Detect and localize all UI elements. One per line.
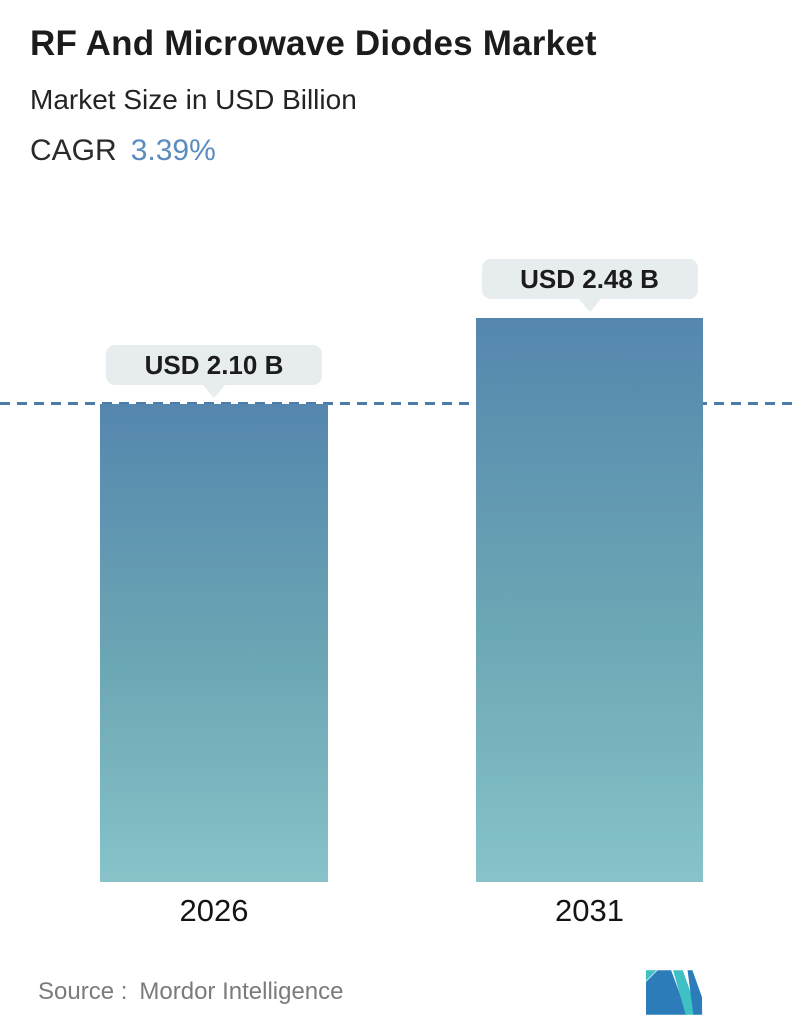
- axis-label-2026: 2026: [179, 893, 249, 928]
- bar-chart: USD 2.10 B 2026 USD 2.48 B 2031: [0, 0, 796, 882]
- source-line: Source : Mordor Intelligence: [38, 978, 344, 1006]
- value-label-2031: USD 2.48 B: [481, 259, 698, 299]
- value-tooltip-2026: USD 2.10 B: [106, 345, 322, 385]
- cagr-row: CAGR 3.39%: [30, 134, 216, 168]
- reference-dashed-line: [0, 402, 796, 405]
- mordor-intelligence-logo: [646, 970, 703, 1015]
- source-name: Mordor Intelligence: [139, 978, 344, 1005]
- value-tooltip-2031: USD 2.48 B: [481, 259, 698, 299]
- cagr-value: 3.39%: [130, 134, 216, 167]
- chart-subtitle: Market Size in USD Billion: [30, 84, 357, 115]
- bar-column-2031: USD 2.48 B 2031: [476, 0, 703, 928]
- cagr-label: CAGR: [30, 134, 117, 167]
- chart-title: RF And Microwave Diodes Market: [30, 24, 597, 63]
- bar-2031[interactable]: [476, 318, 703, 882]
- axis-label-2031: 2031: [555, 893, 624, 928]
- value-label-2026: USD 2.10 B: [106, 345, 322, 385]
- bar-column-2026: USD 2.10 B 2026: [100, 0, 328, 928]
- source-label: Source :: [38, 978, 128, 1005]
- bar-2026[interactable]: [100, 404, 328, 882]
